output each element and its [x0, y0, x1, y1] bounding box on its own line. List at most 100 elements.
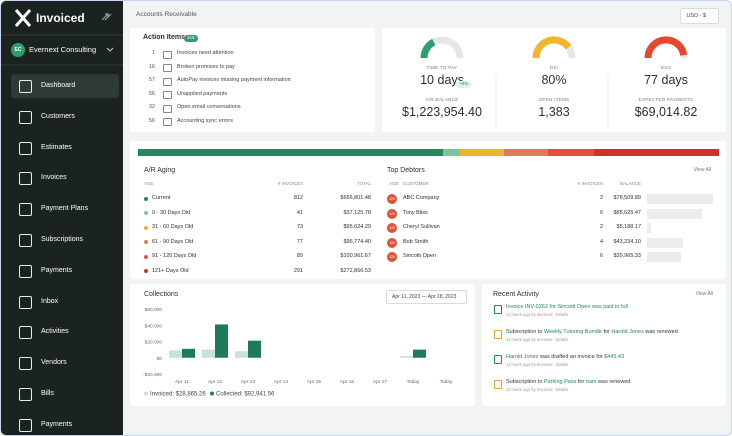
item-label[interactable]: Accounting sync errors: [177, 117, 233, 124]
view-all[interactable]: View All: [693, 167, 711, 173]
nav-item[interactable]: Bills: [11, 382, 119, 406]
item-label[interactable]: Broken promises to pay: [177, 63, 235, 70]
age-total: $96,774.40: [343, 238, 371, 245]
details-link[interactable]: Details: [555, 387, 569, 392]
item-icon: [163, 64, 172, 72]
nav-label: Invoices: [41, 174, 67, 182]
aging-segment: [594, 149, 719, 156]
activity-icon: [494, 380, 502, 389]
age-total: $95,624.29: [343, 224, 371, 230]
customer[interactable]: ABC Company: [403, 195, 440, 201]
item-label[interactable]: Open email conversations: [177, 104, 241, 110]
nav-item[interactable]: Payment Plans: [11, 197, 119, 221]
details-link[interactable]: Details: [555, 337, 569, 342]
activity-meta: 11 hours ago by Invoiced Details: [506, 387, 569, 392]
details-link[interactable]: Details: [555, 362, 569, 367]
balance-bar: [647, 223, 652, 233]
item-label[interactable]: Unapplied payments: [177, 90, 228, 97]
collapse-icon[interactable]: [101, 13, 112, 21]
item-icon: [163, 91, 172, 99]
balance-label: OPEN ITEMS: [538, 97, 570, 102]
nav-item[interactable]: Inbox: [11, 290, 119, 314]
item-count: 56: [148, 90, 155, 97]
nav-item[interactable]: Payments: [11, 259, 119, 283]
nav-icon: [19, 418, 32, 432]
nav-icon: [19, 357, 32, 371]
debtor-invoices: 6: [599, 253, 603, 259]
debtor-invoices: 4: [599, 238, 603, 245]
kpi-label: TIME TO PAY: [426, 65, 458, 70]
nav-item[interactable]: Vendors: [11, 351, 119, 375]
gauges: [420, 36, 688, 128]
activity-icon: [494, 355, 502, 364]
customer[interactable]: Bob Smith: [403, 238, 429, 245]
nav-item[interactable]: Payments: [11, 413, 119, 435]
age-total: $272,866.53: [340, 267, 371, 274]
balance-bar: [647, 208, 703, 219]
nav-icon: [19, 80, 32, 93]
debtor-invoices: 2: [599, 195, 603, 201]
nav-item[interactable]: Subscriptions: [11, 228, 119, 252]
collections-card: [130, 284, 475, 406]
currency-select[interactable]: USD - $: [680, 8, 719, 24]
nav-icon: [19, 388, 32, 401]
nav-item[interactable]: Dashboard: [11, 74, 119, 98]
card-title: Top Debtors: [387, 167, 425, 174]
nav-item[interactable]: Customers: [11, 105, 119, 129]
age-total: $666,801.48: [340, 195, 371, 201]
activity-link[interactable]: Weekly Tutoring Bundle: [543, 329, 602, 335]
date-range[interactable]: Apr 11, 2023 — Apr 18, 2023: [386, 290, 468, 304]
nav-item[interactable]: Estimates: [11, 136, 119, 160]
details-link[interactable]: Details: [555, 312, 569, 317]
age-dot: [144, 196, 148, 201]
nav-icon: [19, 234, 32, 247]
nav-label: Customers: [41, 112, 75, 120]
sidebar: Invoiced EC Evernext Consulting Dashboard Cu…: [1, 1, 123, 435]
action-items-card: [130, 28, 375, 132]
nav-item[interactable]: Activities: [11, 320, 119, 344]
nav-icon: [19, 172, 32, 186]
balance-value: $69,014.82: [634, 105, 698, 119]
activity-link[interactable]: Parking Pass: [543, 379, 577, 385]
item-label[interactable]: AutoPay invoices missing payment informa…: [177, 77, 291, 83]
kpi-value: 77 days: [644, 73, 688, 87]
activity-link[interactable]: nam: [585, 379, 597, 385]
nav-label: Dashboard: [41, 82, 76, 89]
view-all[interactable]: View All: [695, 291, 713, 297]
item-label[interactable]: Invoices need attention: [177, 50, 234, 56]
chevron[interactable]: [106, 47, 114, 52]
age-badge: 120: [387, 237, 397, 248]
nav-label: Payments: [41, 420, 73, 428]
age-invoices: 812: [293, 195, 303, 201]
activity-link[interactable]: Harold Jones: [611, 329, 644, 335]
activity-text: Subscription to Parking Pass for nam was…: [506, 379, 631, 386]
aging-card: [130, 141, 726, 279]
activity-meta: 11 hours ago by Invoiced Details: [506, 337, 569, 342]
activity-link[interactable]: $445.43: [604, 354, 625, 360]
activity-card: [482, 284, 726, 406]
aging-segment: [548, 149, 595, 156]
age-total: $37,125.78: [343, 209, 371, 216]
nav-icon: [19, 141, 32, 155]
module-select[interactable]: Accounts Receivable: [136, 11, 197, 18]
col-header: AGE: [144, 181, 154, 186]
sidebar-decor: [1, 9, 123, 66]
customer[interactable]: Cheryl Sullivan: [403, 224, 440, 230]
kpi-value: 80%: [541, 73, 567, 87]
age-label: Current: [152, 195, 171, 201]
org-avatar: [11, 43, 25, 57]
customer[interactable]: Sincotti Open: [403, 253, 437, 259]
card-title: Recent Activity: [493, 291, 539, 298]
activity-part: was renewed: [596, 379, 631, 385]
activity-link[interactable]: Invoice INV-0262 for Sincotti Open was p…: [506, 304, 628, 310]
activity-meta: 11 hours ago by Invoiced Details: [506, 362, 569, 367]
aging-segment: [443, 149, 460, 156]
age-label: 91 - 120 Days Old: [152, 253, 197, 259]
customer[interactable]: Tony Bliss: [403, 209, 428, 216]
activity-part: Subscription to: [506, 329, 544, 335]
balance-value: $1,223,954.40: [402, 105, 482, 119]
nav-item[interactable]: Invoices: [11, 166, 119, 190]
age-invoices: 89: [296, 253, 303, 259]
item-icon: [163, 118, 172, 126]
activity-link[interactable]: Harold Jones: [506, 354, 539, 360]
